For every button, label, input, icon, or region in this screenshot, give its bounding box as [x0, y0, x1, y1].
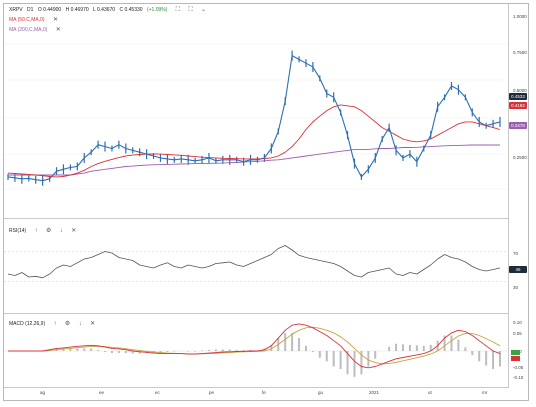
rsi-label[interactable]: RSI(14) — [9, 228, 27, 234]
ma50-line — [7, 104, 501, 178]
price-tick: 0.5000 — [513, 88, 527, 93]
symbol-label[interactable]: XRPV — [9, 7, 23, 13]
time-axis[interactable]: ag ee ec pe fe gu 2021 ut mr — [4, 388, 508, 401]
close-icon[interactable]: ✕ — [55, 27, 61, 33]
ma200-price-tag: 0.3478 — [509, 122, 527, 129]
time-label: pe — [209, 390, 215, 395]
rsi-tick: 70 — [513, 251, 519, 256]
open-value: O 0.44900 — [37, 7, 62, 13]
time-label: 2021 — [369, 390, 380, 395]
ma50-label: MA (50,C,MA,0) — [9, 17, 45, 23]
macd-hist-tag — [511, 350, 520, 355]
macd-tick: 0.10 — [513, 320, 522, 325]
price-pane[interactable]: XRPV D1 O 0.44900 H 0.46970 L 0.43670 C … — [4, 4, 508, 219]
close-icon[interactable]: ✕ — [90, 321, 96, 327]
arrow-down-icon[interactable]: ↓ — [59, 228, 63, 234]
macd-tick: -0.05 — [513, 365, 524, 370]
time-label: ec — [155, 390, 160, 395]
arrow-up-icon[interactable]: ↑ — [34, 228, 38, 234]
settings-icon[interactable]: ⚙ — [64, 321, 71, 327]
time-label: fe — [262, 390, 266, 395]
arrow-down-icon[interactable]: ↓ — [78, 321, 82, 327]
rsi-tick: 30 — [513, 285, 519, 290]
macd-label[interactable]: MACD (12,26,9) — [9, 321, 46, 327]
high-value: H 0.46970 — [65, 7, 89, 13]
settings-icon[interactable]: ⚙ — [46, 228, 52, 234]
time-label: mr — [482, 390, 488, 395]
macd-chart — [4, 323, 508, 377]
change-value: (+1.09%) — [146, 7, 168, 13]
rsi-legend: RSI(14) ↑ ⚙ ↓ ✕ — [9, 228, 79, 235]
settings-icon[interactable]: ⛶ — [175, 7, 180, 13]
arrow-up-icon[interactable]: ↑ — [53, 321, 57, 327]
price-tick: 0.7500 — [513, 50, 527, 55]
macd-line — [8, 323, 501, 369]
time-label: ut — [428, 390, 432, 395]
price-line — [7, 55, 501, 182]
ma200-legend[interactable]: MA (200,C,MA,0) ✕ — [9, 27, 64, 34]
price-axis[interactable]: 1.0000 0.7500 0.5000 0.2500 70 30 0.10 0… — [508, 4, 530, 388]
rsi-chart — [4, 245, 508, 282]
price-tick: 1.0000 — [513, 14, 527, 19]
time-label: gu — [318, 390, 324, 395]
interval-label[interactable]: D1 — [27, 7, 34, 13]
macd-pane[interactable]: MACD (12,26,9) ↑ ⚙ ↓ ✕ — [4, 314, 508, 388]
rsi-line — [7, 245, 501, 279]
macd-tick: 0.05 — [513, 331, 522, 336]
collapse-icon[interactable]: ⛶ — [188, 7, 193, 13]
low-value: L 0.43670 — [93, 7, 116, 13]
time-label: ee — [99, 390, 105, 395]
close-icon[interactable]: ✕ — [71, 228, 77, 234]
close-price-tag: 0.4533 — [509, 93, 527, 100]
ma200-line — [8, 144, 500, 176]
close-icon[interactable]: ✕ — [52, 17, 58, 23]
price-legend: XRPV D1 O 0.44900 H 0.46970 L 0.43670 C … — [9, 7, 209, 14]
price-chart — [4, 43, 508, 190]
ma50-legend[interactable]: MA (50,C,MA,0) ✕ — [9, 17, 61, 24]
macd-line-tag — [511, 356, 520, 361]
chart-frame: XRPV D1 O 0.44900 H 0.46970 L 0.43670 C … — [3, 3, 529, 401]
rsi-pane[interactable]: RSI(14) ↑ ⚙ ↓ ✕ — [4, 219, 508, 314]
time-label: ag — [40, 390, 46, 395]
ma200-label: MA (200,C,MA,0) — [9, 27, 48, 33]
close-value: C 0.45330 — [119, 7, 143, 13]
price-tick: 0.2500 — [513, 155, 527, 160]
macd-tick: -0.10 — [513, 375, 524, 380]
macd-legend: MACD (12,26,9) ↑ ⚙ ↓ ✕ — [9, 321, 98, 328]
chevron-down-icon[interactable]: ⌄ — [200, 7, 206, 13]
ma50-price-tag: 0.4182 — [509, 102, 527, 109]
rsi-value-tag: 46 — [509, 266, 527, 273]
